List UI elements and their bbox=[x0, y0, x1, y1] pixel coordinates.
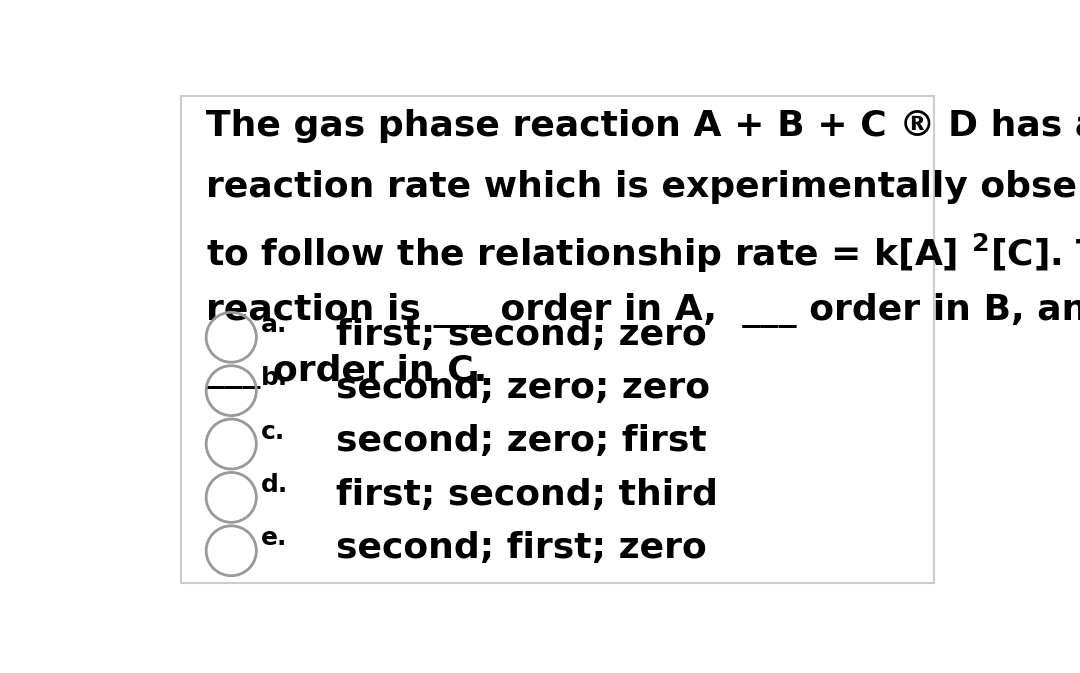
Text: c.: c. bbox=[260, 419, 285, 444]
Text: b.: b. bbox=[260, 366, 287, 390]
Text: The gas phase reaction A + B + C ® D has a: The gas phase reaction A + B + C ® D has… bbox=[206, 109, 1080, 143]
Text: first; second; third: first; second; third bbox=[336, 478, 718, 511]
Text: to follow the relationship rate = $\mathbf{k}$[A] $\mathbf{^{2}}$[C]. The: to follow the relationship rate = $\math… bbox=[206, 232, 1080, 275]
FancyBboxPatch shape bbox=[181, 96, 934, 583]
Text: ___ order in C.: ___ order in C. bbox=[206, 354, 487, 389]
Text: second; first; zero: second; first; zero bbox=[336, 531, 706, 565]
Text: first; second; zero: first; second; zero bbox=[336, 318, 706, 352]
Text: a.: a. bbox=[260, 313, 287, 336]
Text: e.: e. bbox=[260, 526, 287, 551]
Text: reaction rate which is experimentally observed: reaction rate which is experimentally ob… bbox=[206, 170, 1080, 205]
Text: d.: d. bbox=[260, 473, 287, 497]
Text: second; zero; zero: second; zero; zero bbox=[336, 371, 710, 405]
Text: second; zero; first: second; zero; first bbox=[336, 425, 706, 458]
Text: reaction is ___ order in A,  ___ order in B, and: reaction is ___ order in A, ___ order in… bbox=[206, 293, 1080, 328]
